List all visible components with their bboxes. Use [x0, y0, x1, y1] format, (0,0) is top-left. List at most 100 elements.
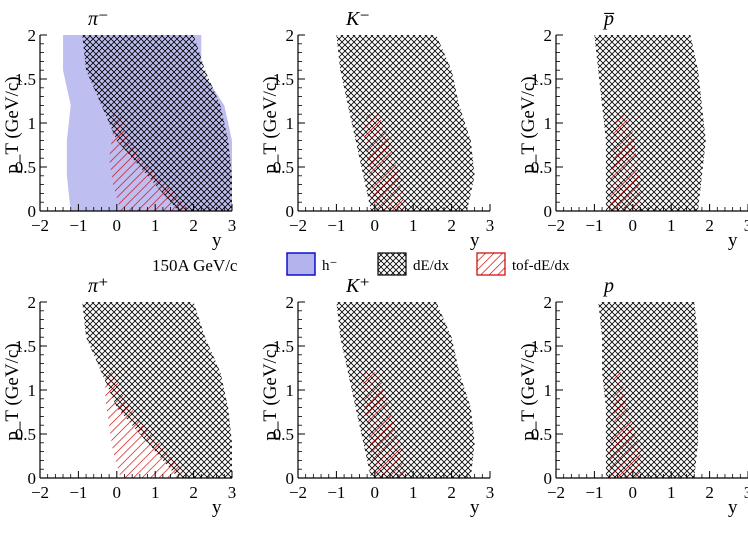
legend-swatch-h-minus: [286, 252, 316, 276]
particle-label: π⁺: [88, 275, 109, 297]
x-tick-label: 2: [705, 216, 714, 235]
y-axis-title: p_T (GeV/c): [260, 76, 281, 173]
region-tof: [609, 114, 641, 211]
x-tick-label: 0: [113, 483, 122, 502]
x-tick-label: 0: [113, 216, 122, 235]
y-tick-label: 2: [286, 26, 295, 45]
x-tick-label: 2: [447, 483, 456, 502]
x-axis-title: y: [470, 497, 480, 518]
x-axis-title: y: [728, 497, 738, 518]
legend-swatch-dedx: [377, 252, 407, 276]
y-tick-label: 0: [544, 202, 553, 221]
legend: 150A GeV/c h⁻ dE/dx tof-dE/dx: [152, 252, 570, 276]
x-tick-label: 3: [486, 216, 495, 235]
region-tof: [363, 372, 406, 478]
y-tick-label: 1: [544, 381, 553, 400]
legend-swatch-tof: [476, 252, 506, 276]
x-tick-label: 2: [189, 483, 198, 502]
x-tick-label: −2: [289, 216, 307, 235]
x-tick-label: −2: [31, 483, 49, 502]
y-tick-label: 0: [28, 469, 37, 488]
x-tick-label: 0: [629, 483, 638, 502]
x-tick-label: 3: [228, 216, 237, 235]
x-tick-label: −1: [585, 483, 603, 502]
x-tick-label: −1: [69, 216, 87, 235]
x-tick-label: 2: [705, 483, 714, 502]
plot-area: [598, 302, 699, 478]
plot-area: [63, 35, 232, 211]
x-axis-title: y: [212, 497, 222, 518]
x-tick-label: 1: [667, 216, 676, 235]
y-tick-label: 0: [28, 202, 37, 221]
y-tick-label: 1.5: [531, 70, 552, 89]
x-tick-label: 3: [744, 483, 748, 502]
y-axis-title: p_T (GeV/c): [2, 76, 23, 173]
x-axis-title: y: [728, 230, 738, 251]
x-tick-label: −1: [327, 216, 345, 235]
y-tick-label: 1.5: [531, 337, 552, 356]
x-tick-label: 3: [744, 216, 748, 235]
y-tick-label: 1: [286, 381, 295, 400]
y-tick-label: 0: [286, 469, 295, 488]
x-tick-label: 1: [151, 483, 160, 502]
plot-area: [336, 302, 475, 478]
y-tick-label: 1.5: [273, 70, 294, 89]
y-tick-label: 1: [544, 114, 553, 133]
y-tick-label: 1.5: [15, 70, 36, 89]
x-tick-label: 1: [667, 483, 676, 502]
region-tof: [109, 114, 190, 211]
x-tick-label: 0: [629, 216, 638, 235]
particle-label: p̅: [602, 8, 615, 30]
y-axis-title: p_T (GeV/c): [518, 343, 539, 440]
y-tick-label: 0.5: [15, 158, 36, 177]
region-dedx: [336, 35, 475, 211]
legend-label-tof: tof-dE/dx: [512, 258, 570, 274]
x-tick-label: 0: [371, 216, 380, 235]
plot-area: [82, 302, 232, 478]
particle-label: K⁻: [345, 8, 370, 30]
x-tick-label: −2: [289, 483, 307, 502]
y-tick-label: 1.5: [15, 337, 36, 356]
region-dedx: [82, 35, 232, 211]
y-tick-label: 2: [544, 26, 553, 45]
x-tick-label: 1: [151, 216, 160, 235]
x-tick-label: −1: [327, 483, 345, 502]
particle-label: K⁺: [345, 275, 370, 297]
x-tick-label: −1: [69, 483, 87, 502]
x-tick-label: 1: [409, 216, 418, 235]
y-tick-label: 0.5: [531, 158, 552, 177]
y-tick-label: 1: [28, 114, 37, 133]
x-tick-label: 0: [371, 483, 380, 502]
region-tof: [609, 372, 641, 478]
x-tick-label: 2: [189, 216, 198, 235]
legend-label-h-minus: h⁻: [322, 258, 337, 274]
x-tick-label: −2: [31, 216, 49, 235]
y-tick-label: 0.5: [273, 425, 294, 444]
energy-label: 150A GeV/c: [152, 256, 238, 275]
y-tick-label: 2: [28, 26, 37, 45]
plot-area: [336, 35, 475, 211]
x-tick-label: 3: [486, 483, 495, 502]
x-axis-title: y: [212, 230, 222, 251]
y-tick-label: 0: [544, 469, 553, 488]
y-axis-title: p_T (GeV/c): [2, 343, 23, 440]
region-dedx: [336, 302, 475, 478]
y-tick-label: 1: [286, 114, 295, 133]
y-tick-label: 1: [28, 381, 37, 400]
y-axis-title: p_T (GeV/c): [260, 343, 281, 440]
x-tick-label: 2: [447, 216, 456, 235]
y-tick-label: 0: [286, 202, 295, 221]
x-tick-label: 3: [228, 483, 237, 502]
y-tick-label: 0.5: [15, 425, 36, 444]
y-tick-label: 2: [544, 293, 553, 312]
y-tick-label: 0.5: [273, 158, 294, 177]
y-tick-label: 2: [286, 293, 295, 312]
legend-label-dedx: dE/dx: [413, 258, 449, 274]
region-dedx: [82, 302, 232, 478]
y-tick-label: 1.5: [273, 337, 294, 356]
